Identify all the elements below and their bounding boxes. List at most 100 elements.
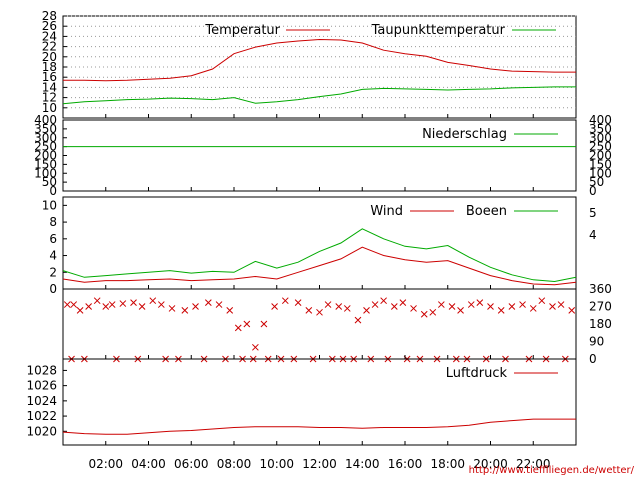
series-line [62, 86, 576, 105]
x-tick-label: 06:00 [174, 457, 209, 471]
y-tick-label: 400 [34, 113, 57, 127]
data-point [243, 320, 251, 328]
data-point [448, 303, 456, 310]
y-tick-label-right: 400 [589, 113, 612, 127]
data-point [215, 301, 223, 308]
data-point [354, 316, 362, 324]
data-point [568, 307, 576, 314]
y-tick-label: 1024 [26, 394, 57, 408]
data-point [399, 299, 407, 306]
x-tick-label: 08:00 [217, 457, 252, 471]
data-point [343, 305, 351, 312]
y-tick-label-right: 0 [589, 352, 597, 366]
data-point [93, 297, 101, 305]
y-tick-label: 1026 [26, 379, 57, 393]
data-point [181, 307, 189, 314]
data-point [335, 303, 343, 310]
panel-wind_direction: 360 270 180 90 0 [62, 282, 612, 366]
data-point [457, 307, 464, 314]
data-point [76, 307, 84, 314]
data-point [497, 307, 505, 314]
y-tick-label-right: 350 [589, 122, 612, 136]
y-tick-label: 250 [34, 140, 57, 154]
y-tick-label: 18 [42, 60, 57, 74]
y-tick-label-right: 150 [589, 157, 612, 171]
x-tick-label: 20:00 [473, 457, 508, 471]
panel-precipitation: 4003503002502001501005004003503002502001… [34, 113, 612, 198]
data-point [138, 303, 146, 310]
y-tick-label-right: 0 [589, 184, 597, 198]
panel-wind: 10 8 6 4 2 0 5 4 Wind Boeen [42, 196, 597, 296]
y-tick-label: 1022 [26, 409, 57, 423]
data-point [102, 303, 110, 310]
y-tick-label-right: 100 [589, 166, 612, 180]
data-point [271, 303, 278, 310]
x-tick-label: 02:00 [88, 457, 123, 471]
y-tick-label-right: 300 [589, 131, 612, 145]
data-point [476, 299, 484, 306]
data-point [305, 307, 313, 314]
y-tick-label-right: 4 [589, 228, 597, 242]
data-point [85, 303, 93, 310]
data-point [108, 301, 116, 308]
y-tick-label: 12 [42, 91, 57, 105]
series-line [62, 228, 577, 283]
y-tick-label-right: 5 [589, 206, 597, 220]
data-point [363, 307, 370, 314]
data-point [538, 297, 546, 305]
data-point [316, 308, 323, 316]
data-point [390, 303, 398, 310]
y-tick-label-right: 90 [589, 335, 604, 349]
y-tick-label-right: 250 [589, 140, 612, 154]
data-point [119, 300, 127, 307]
data-point [294, 299, 302, 306]
data-point [168, 305, 176, 312]
x-tick-label: 04:00 [131, 457, 166, 471]
data-point [70, 301, 78, 308]
data-point [149, 297, 157, 305]
y-tick-label: 4 [49, 249, 57, 263]
data-point [420, 310, 428, 318]
data-point [260, 320, 268, 328]
data-point [204, 299, 212, 306]
x-tick-label: 16:00 [388, 457, 423, 471]
legend-label: Temperatur [204, 23, 280, 38]
data-point [324, 301, 332, 308]
data-point [529, 305, 537, 312]
y-tick-label: 6 [49, 232, 57, 246]
data-point [63, 301, 71, 308]
y-tick-label: 300 [34, 131, 57, 145]
y-tick-label: 0 [49, 282, 57, 296]
data-point [429, 308, 437, 316]
y-tick-label: 1028 [26, 363, 57, 377]
x-tick-label: 14:00 [345, 457, 380, 471]
legend-label: Niederschlag [422, 127, 507, 142]
data-point [281, 297, 289, 305]
data-point [380, 297, 387, 305]
data-point [192, 303, 199, 310]
data-point [519, 301, 526, 308]
data-point [557, 301, 565, 308]
y-tick-label-right: 180 [589, 317, 612, 331]
legend-label: Taupunkttemperatur [371, 23, 506, 38]
y-tick-label: 0 [49, 184, 57, 198]
data-point [252, 343, 259, 351]
series-line [62, 418, 576, 435]
data-point [157, 301, 165, 308]
legend-label: Wind [370, 204, 403, 219]
data-point [371, 301, 379, 308]
y-tick-label: 26 [42, 19, 57, 33]
x-tick-label: 18:00 [430, 457, 465, 471]
data-point [508, 303, 516, 310]
legend-label: Boeen [466, 204, 507, 219]
y-tick-label-right: 200 [589, 149, 612, 163]
y-tick-label: 10 [42, 198, 57, 212]
data-point [467, 301, 475, 308]
y-tick-label-right: 270 [589, 300, 612, 314]
y-tick-label: 14 [42, 80, 57, 94]
y-tick-label: 8 [49, 215, 57, 229]
y-tick-label-right: 50 [589, 175, 604, 189]
